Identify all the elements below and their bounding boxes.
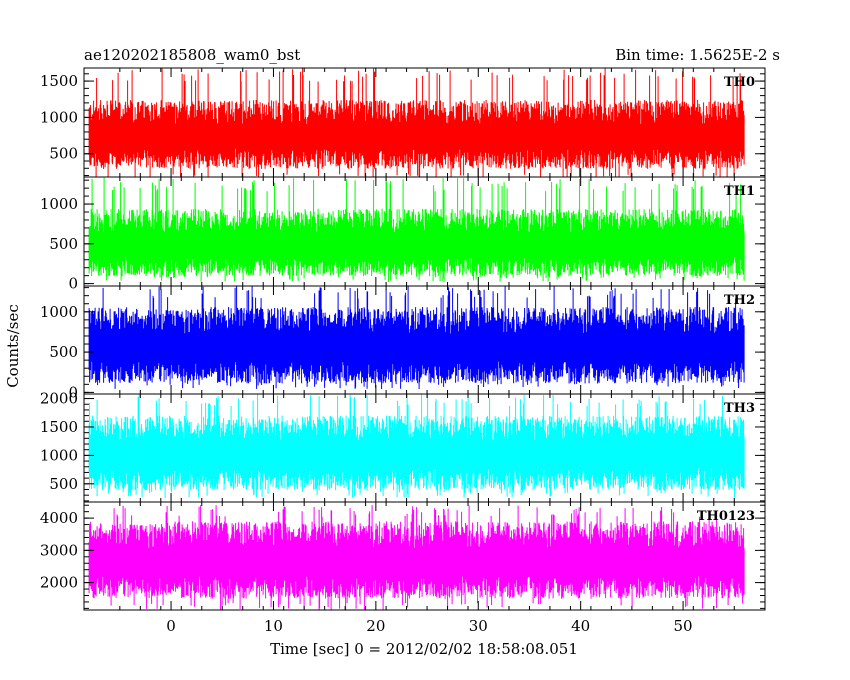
y-tick-label: 1000	[40, 303, 78, 321]
panel-th2: 0 500 1000 TH2	[40, 285, 766, 401]
series-th3	[88, 394, 745, 498]
y-tick-label: 1000	[40, 108, 78, 126]
panel-th1: 0 500 1000 TH1	[40, 176, 766, 293]
series-th2	[88, 286, 745, 389]
y-tick-label: 1000	[40, 446, 78, 464]
panel-label-th1: TH1	[724, 184, 755, 199]
y-tick-label: 500	[49, 145, 78, 163]
panel-th3: 500 1000 1500 2000 TH3	[40, 390, 766, 503]
series-th1	[88, 177, 745, 282]
y-tick-label: 500	[49, 475, 78, 493]
y-tick-label: 4000	[40, 509, 78, 527]
x-tick-label: 20	[366, 617, 385, 635]
x-tick-label: 0	[166, 617, 176, 635]
panel-label-th0: TH0	[724, 75, 755, 90]
y-tick-label: 1500	[40, 418, 78, 436]
panel-label-th0123: TH0123	[697, 509, 755, 524]
x-axis-label: Time [sec] 0 = 2012/02/02 18:58:08.051	[270, 640, 578, 658]
y-tick-label: 0	[68, 275, 78, 293]
panel-th0123: 2000 3000 4000 TH0123	[40, 501, 766, 611]
y-tick-label: 2000	[40, 574, 78, 592]
x-tick-label: 50	[674, 617, 693, 635]
y-tick-label: 1000	[40, 195, 78, 213]
bin-time-label: Bin time: 1.5625E-2 s	[615, 46, 780, 64]
y-tick-label: 0	[68, 383, 78, 401]
y-tick-label: 500	[49, 235, 78, 253]
x-tick-label: 40	[571, 617, 590, 635]
series-th0123	[88, 505, 745, 610]
x-tick-label: 10	[264, 617, 283, 635]
chart-title: ae120202185808_wam0_bst	[84, 46, 300, 64]
x-tick-label: 30	[469, 617, 488, 635]
y-tick-label: 3000	[40, 541, 78, 559]
series-th0	[88, 68, 745, 177]
y-tick-label: 1500	[40, 72, 78, 90]
panels-group: 500 1000 1500 TH0 0 500 1000 TH1 0 500 1000 TH2 500 1…	[40, 67, 766, 611]
y-tick-label: 500	[49, 343, 78, 361]
panel-th0: 500 1000 1500 TH0	[40, 67, 766, 178]
y-axis-label: Counts/sec	[4, 304, 22, 388]
panel-label-th3: TH3	[724, 401, 755, 416]
panel-frame	[83, 501, 766, 611]
panel-label-th2: TH2	[724, 293, 755, 308]
x-axis: 0 10 20 30 40 50	[166, 617, 692, 635]
y-tick-label: 2000	[40, 390, 78, 408]
